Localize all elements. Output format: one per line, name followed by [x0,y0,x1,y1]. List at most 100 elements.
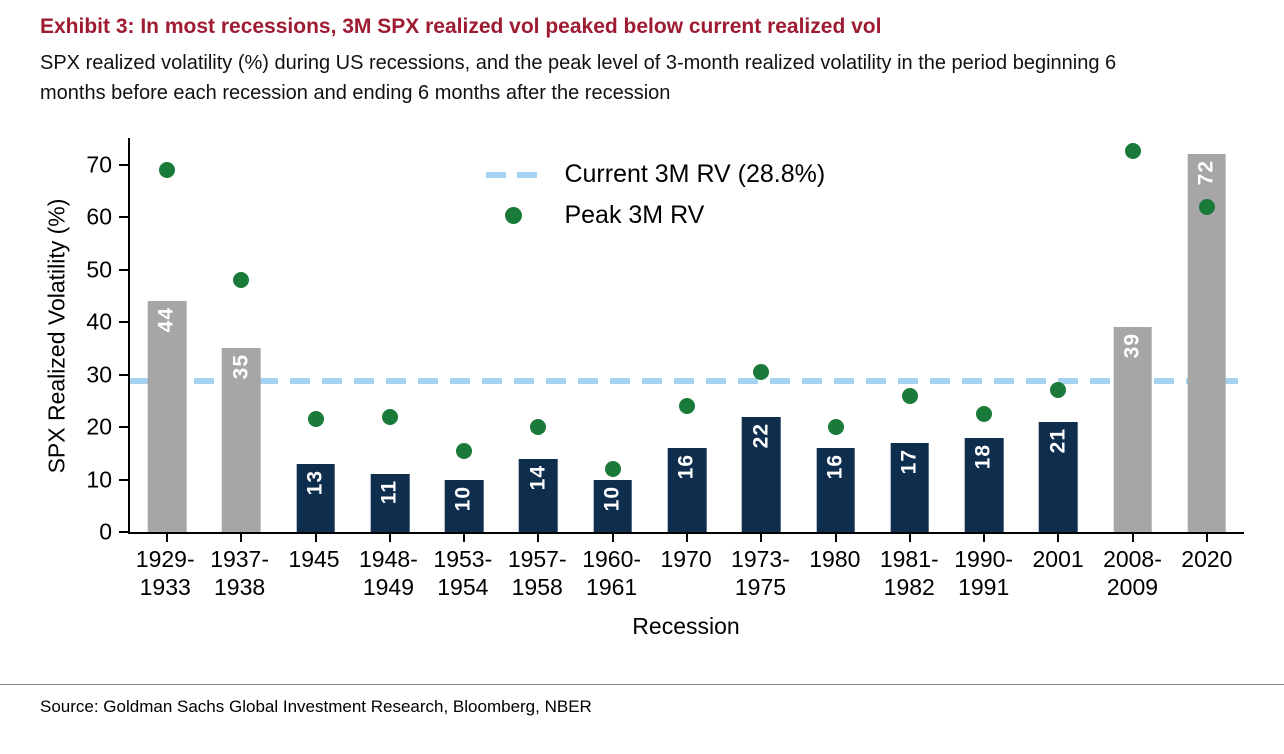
peak-rv-dot [604,461,621,478]
x-tick-label: 1929- 1933 [135,546,195,600]
y-tick-label: 10 [86,466,112,493]
bar-value-label: 17 [897,448,921,475]
exhibit-subtitle: SPX realized volatility (%) during US re… [40,52,1117,105]
x-tick-mark [314,534,317,543]
bar-value-label: 16 [674,454,698,480]
recession-vol-bar: 17 [890,442,930,533]
chart: SPX Realized Volatility (%) 0 10 20 30 40 50 6… [40,138,1244,640]
x-tick-mark [611,534,614,543]
x-tick-mark [760,534,763,543]
x-tick-label: 1981- 1982 [879,546,939,600]
category-column-1981-1982: 17 [873,138,947,543]
x-tick-mark [388,534,391,543]
footer-divider [0,684,1284,686]
x-tick-label: 2001 [1032,546,1084,573]
category-column-1937-1938: 35 [204,138,278,543]
y-tick-mark [119,321,128,324]
x-tick-label: 1980 [809,546,861,573]
recession-vol-bar: 14 [519,458,558,533]
recession-vol-bar: 18 [964,437,1004,533]
peak-rv-dot [233,272,250,289]
recession-vol-bar: 10 [444,479,484,533]
category-column-1929-1933: 44 [130,138,204,543]
x-tick-label: 1973- 1975 [731,546,790,600]
x-tick-label: 1953- 1954 [433,546,493,600]
x-tick-mark [463,534,466,543]
y-tick-label: 20 [86,413,112,440]
y-tick-label: 40 [86,308,112,335]
x-tick-label: 1957- 1958 [507,546,567,600]
plot-column: 44 35 13 11 10 14 10 16 22 16 17 18 21 39 72 Current 3… [128,138,1244,640]
x-tick-mark [1131,534,1134,543]
y-tick-label: 0 [99,518,112,545]
bar-value-label: 16 [823,454,847,480]
category-column-1945: 13 [279,138,353,543]
bar-value-label: 22 [749,422,773,449]
category-column-1980: 16 [798,138,872,543]
recession-vol-bar: 11 [370,474,410,533]
y-tick-mark [119,216,128,219]
category-column-2020: 72 [1170,138,1244,543]
peak-rv-dot [307,411,324,428]
x-tick-label: 2020 [1181,546,1233,573]
bar-value-label: 10 [600,485,624,512]
bar-columns: 44 35 13 11 10 14 10 16 22 16 17 18 21 39 72 [130,138,1244,543]
x-tick-mark [166,534,169,543]
category-column-2001: 21 [1021,138,1095,543]
x-tick-mark [685,534,688,543]
bar-value-label: 39 [1120,333,1144,359]
recession-vol-bar: 72 [1187,154,1227,533]
recession-vol-bar: 39 [1113,327,1152,533]
y-tick-mark [119,478,128,481]
recession-vol-bar: 22 [741,416,781,533]
x-tick-label: 2008- 2009 [1103,546,1162,600]
y-tick-label: 60 [86,203,112,230]
x-tick-mark [1057,534,1060,543]
x-axis-title: Recession [632,613,740,640]
exhibit-title: Exhibit 3: In most recessions, 3M SPX re… [40,15,882,38]
x-tick-label: 1970 [660,546,712,573]
y-tick-label: 50 [86,256,112,283]
x-tick-label: 1945 [288,546,340,573]
chart-legend: Current 3M RV (28.8%) Peak 3M RV [486,160,825,230]
x-tick-label: 1990- 1991 [954,546,1014,600]
legend-item-peak-rv: Peak 3M RV [486,201,825,230]
y-tick-mark [119,163,128,166]
category-column-2008-2009: 39 [1095,138,1169,543]
plot-area: 44 35 13 11 10 14 10 16 22 16 17 18 21 39 72 Current 3… [128,138,1244,543]
x-tick-mark [834,534,837,543]
x-tick-mark [983,534,986,543]
bar-value-label: 72 [1194,160,1218,186]
x-axis: 1929- 1933 1937- 1938 1945 1948- 1949 1953- 1954… [128,546,1244,601]
category-column-1960-1961: 10 [576,138,650,543]
y-axis-title: SPX Realized Volatility (%) [40,138,74,534]
legend-marker [486,171,541,178]
peak-rv-dot [901,387,918,404]
category-column-1957-1958: 14 [501,138,575,543]
bar-value-label: 21 [1046,427,1070,454]
x-tick-mark [908,534,911,543]
peak-rv-dot [753,364,770,381]
peak-rv-dot [976,406,993,423]
source-note: Source: Goldman Sachs Global Investment … [40,697,592,717]
bar-value-label: 14 [526,464,550,491]
y-tick-label: 70 [86,151,112,178]
peak-rv-dot [678,398,695,415]
legend-item-current-rv: Current 3M RV (28.8%) [486,160,825,189]
peak-rv-dot [456,442,473,459]
legend-label-peak-rv: Peak 3M RV [564,201,705,230]
x-tick-mark [240,534,243,543]
category-column-1973-1975: 22 [724,138,798,543]
peak-rv-dot [530,419,547,436]
bar-value-label: 35 [229,354,253,380]
y-tick-mark [119,426,128,429]
peak-rv-dot [827,419,844,436]
bar-value-label: 18 [972,443,996,470]
recession-vol-bar: 21 [1039,421,1078,533]
recession-vol-bar: 35 [222,348,261,533]
category-column-1953-1954: 10 [427,138,501,543]
peak-rv-dot [381,408,398,425]
peak-rv-dot [1124,143,1141,160]
current-rv-reference-line [130,377,1244,384]
recession-vol-bar: 44 [147,301,187,533]
